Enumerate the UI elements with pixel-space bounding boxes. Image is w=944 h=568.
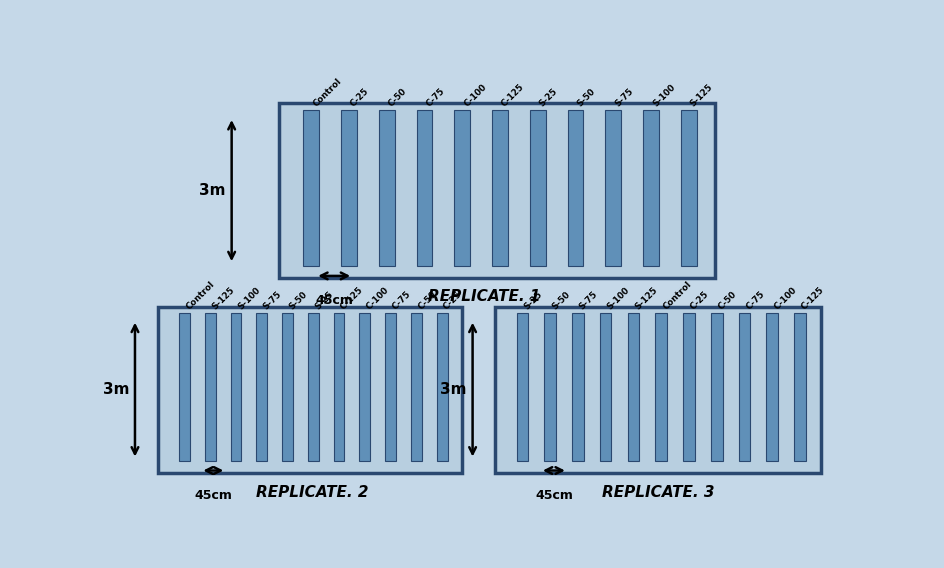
Bar bbox=[793, 313, 805, 461]
Text: REPLICATE. 1: REPLICATE. 1 bbox=[428, 289, 540, 304]
Text: Control: Control bbox=[661, 280, 692, 312]
Text: S-50: S-50 bbox=[287, 290, 309, 312]
Bar bbox=[738, 313, 750, 461]
Text: S-125: S-125 bbox=[210, 286, 236, 312]
Text: C-50: C-50 bbox=[386, 87, 408, 109]
Bar bbox=[710, 313, 722, 461]
Text: S-50: S-50 bbox=[549, 290, 571, 312]
Text: C-75: C-75 bbox=[390, 290, 413, 312]
Bar bbox=[492, 110, 508, 266]
Text: C-125: C-125 bbox=[800, 286, 825, 312]
Bar bbox=[411, 313, 421, 461]
Bar bbox=[571, 313, 583, 461]
Text: C-125: C-125 bbox=[499, 83, 526, 109]
Bar bbox=[416, 110, 432, 266]
Text: S-125: S-125 bbox=[688, 83, 714, 109]
Text: 45cm: 45cm bbox=[315, 294, 353, 307]
Text: 3m: 3m bbox=[103, 382, 129, 397]
Bar bbox=[385, 313, 396, 461]
Text: C-75: C-75 bbox=[424, 87, 447, 109]
Text: REPLICATE. 2: REPLICATE. 2 bbox=[256, 485, 368, 499]
Bar bbox=[341, 110, 357, 266]
Text: 3m: 3m bbox=[440, 382, 466, 397]
Text: S-50: S-50 bbox=[575, 87, 597, 109]
Bar bbox=[359, 313, 370, 461]
Bar bbox=[766, 313, 777, 461]
Bar bbox=[333, 313, 345, 461]
Bar bbox=[230, 313, 241, 461]
Text: S-100: S-100 bbox=[236, 286, 261, 312]
Bar bbox=[303, 110, 319, 266]
Bar bbox=[178, 313, 190, 461]
Bar bbox=[256, 313, 267, 461]
Text: S-25: S-25 bbox=[537, 87, 559, 109]
Bar bbox=[282, 313, 293, 461]
Text: S-75: S-75 bbox=[613, 87, 634, 109]
Bar bbox=[530, 110, 545, 266]
Text: C-25: C-25 bbox=[442, 290, 464, 312]
Text: C-100: C-100 bbox=[462, 83, 488, 109]
Text: S-125: S-125 bbox=[632, 286, 659, 312]
Text: 45cm: 45cm bbox=[534, 489, 572, 502]
Text: C-75: C-75 bbox=[744, 290, 766, 312]
Bar bbox=[654, 313, 666, 461]
Text: S-25: S-25 bbox=[522, 290, 544, 312]
Bar bbox=[308, 313, 318, 461]
Bar bbox=[279, 103, 715, 278]
Text: 3m: 3m bbox=[199, 183, 226, 198]
Bar bbox=[436, 313, 447, 461]
Bar bbox=[379, 110, 395, 266]
Text: S-75: S-75 bbox=[261, 290, 283, 312]
Text: REPLICATE. 3: REPLICATE. 3 bbox=[601, 485, 714, 499]
Text: C-50: C-50 bbox=[416, 290, 438, 312]
Bar bbox=[599, 313, 611, 461]
Bar bbox=[643, 110, 658, 266]
Text: S-75: S-75 bbox=[578, 290, 599, 312]
Bar bbox=[544, 313, 555, 461]
Text: C-125: C-125 bbox=[339, 286, 364, 312]
Text: 45cm: 45cm bbox=[194, 489, 232, 502]
Bar bbox=[205, 313, 215, 461]
Text: C-25: C-25 bbox=[348, 87, 371, 109]
Bar bbox=[516, 313, 528, 461]
Text: Control: Control bbox=[311, 77, 343, 109]
Text: S-100: S-100 bbox=[605, 286, 631, 312]
Bar bbox=[495, 307, 820, 473]
Text: C-100: C-100 bbox=[771, 286, 798, 312]
Bar bbox=[683, 313, 694, 461]
Text: S-25: S-25 bbox=[313, 290, 335, 312]
Bar bbox=[159, 307, 462, 473]
Text: C-100: C-100 bbox=[364, 286, 391, 312]
Bar bbox=[605, 110, 620, 266]
Bar bbox=[567, 110, 582, 266]
Bar bbox=[627, 313, 638, 461]
Text: C-25: C-25 bbox=[688, 290, 710, 312]
Bar bbox=[681, 110, 696, 266]
Text: Control: Control bbox=[184, 280, 216, 312]
Text: C-50: C-50 bbox=[716, 290, 738, 312]
Bar bbox=[454, 110, 470, 266]
Text: S-100: S-100 bbox=[650, 83, 676, 109]
